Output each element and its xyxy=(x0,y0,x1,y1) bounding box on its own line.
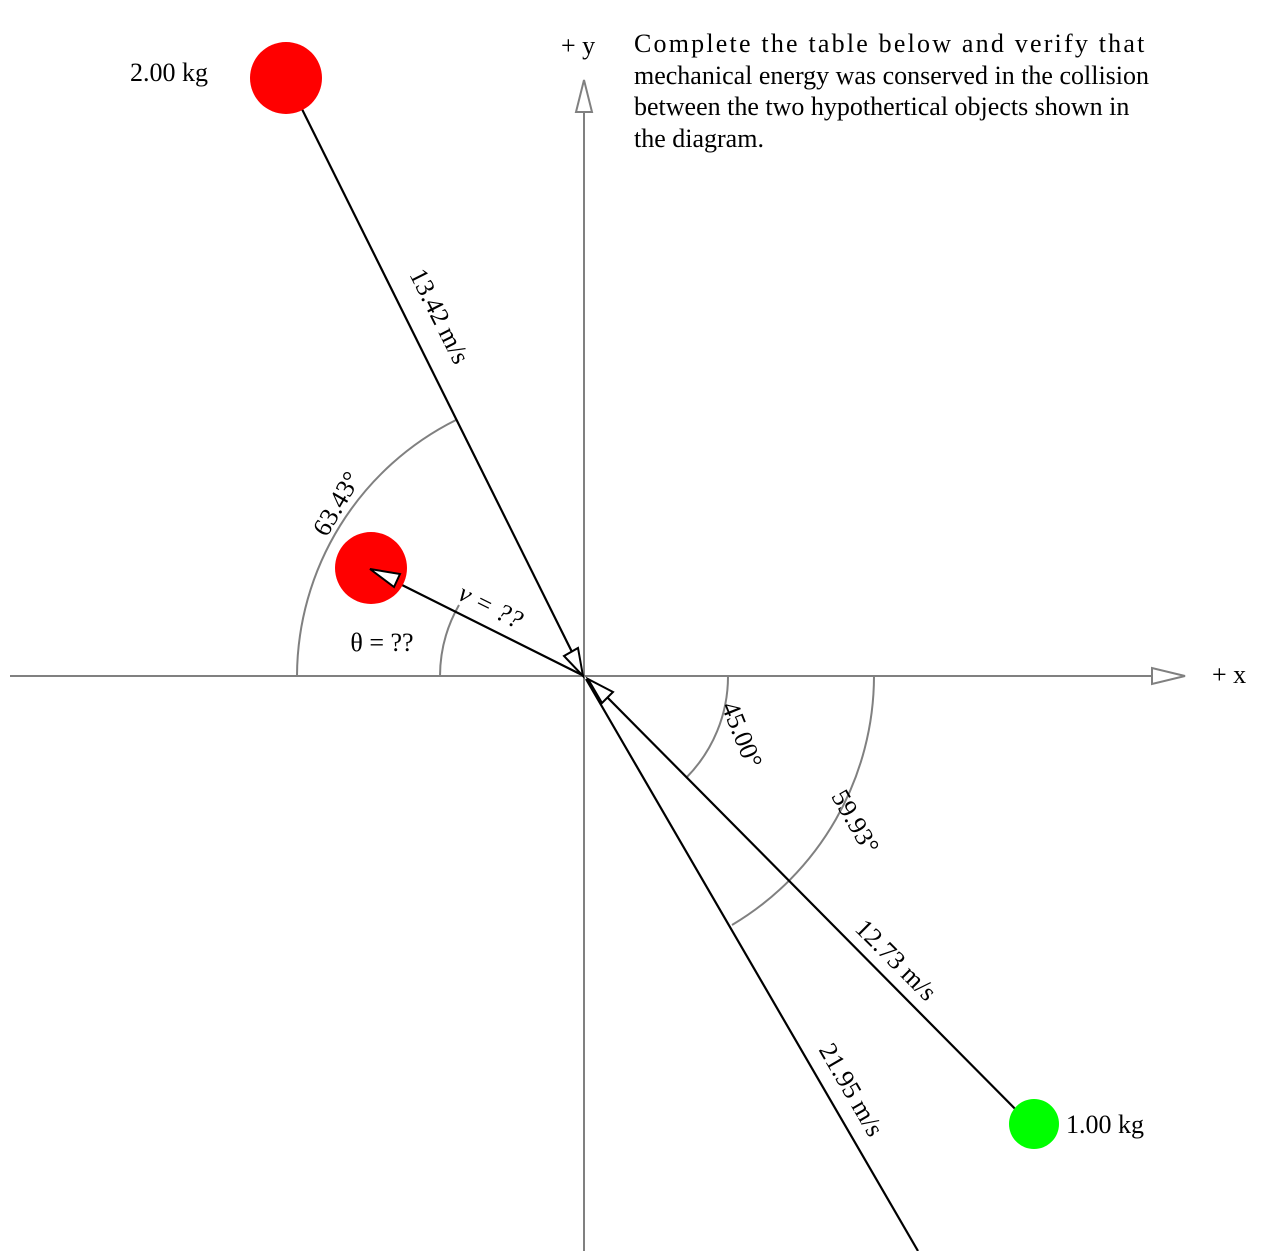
heavy-initial-angle-label: 63.43° xyxy=(307,467,367,541)
instructions-line-4: the diagram. xyxy=(634,123,764,153)
heavy-object-final xyxy=(335,532,407,604)
instructions-text: Complete the table below and verify that… xyxy=(634,28,1271,154)
light-mass-label: 1.00 kg xyxy=(1066,1110,1144,1139)
light-object-initial xyxy=(1009,1099,1059,1149)
heavy-initial-angle-arc xyxy=(296,419,457,677)
light-final-angle-arc xyxy=(731,675,875,926)
light-initial-speed-label: 12.73 m/s xyxy=(849,913,942,1006)
y-axis-label: + y xyxy=(561,31,595,60)
light-initial-velocity-vector xyxy=(606,696,1032,1126)
heavy-final-angle-label: θ = ?? xyxy=(350,628,413,657)
light-final-velocity-vector xyxy=(585,678,919,1251)
x-axis-arrowhead xyxy=(1151,666,1186,686)
x-axis-label: + x xyxy=(1212,660,1246,689)
instructions-line-2: mechanical energy was conserved in the c… xyxy=(634,60,1150,90)
instructions-line-3: between the two hypothertical objects sh… xyxy=(634,92,1130,121)
heavy-initial-velocity-vector xyxy=(286,78,573,653)
light-initial-angle-label: 45.00° xyxy=(716,697,769,772)
light-initial-angle-arc xyxy=(685,675,730,779)
y-axis-arrowhead xyxy=(574,79,594,113)
light-initial-velocity-arrowhead xyxy=(585,676,615,705)
heavy-initial-speed-label: 13.42 m/s xyxy=(404,264,476,369)
heavy-object-initial xyxy=(250,42,322,114)
instructions-line-1: Complete the table below and verify that xyxy=(634,29,1147,58)
heavy-final-velocity-vector xyxy=(395,581,585,677)
heavy-mass-label: 2.00 kg xyxy=(130,58,208,87)
heavy-final-speed-label: v = ?? xyxy=(454,578,528,634)
heavy-initial-velocity-arrowhead xyxy=(562,646,585,680)
heavy-final-velocity-arrowhead xyxy=(369,568,402,589)
heavy-final-angle-arc xyxy=(439,604,460,677)
